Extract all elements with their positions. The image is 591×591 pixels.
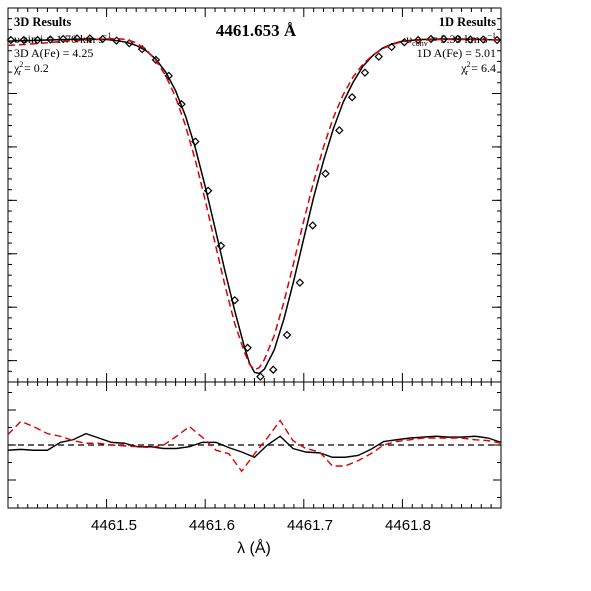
axis-ticks xyxy=(8,7,501,508)
annotation-1d-heading: 1D Results xyxy=(439,15,496,29)
observed-data-point xyxy=(268,365,278,374)
main-plot-frame xyxy=(7,7,502,383)
observed-data-point xyxy=(282,330,292,340)
fit-3d-line xyxy=(7,38,502,375)
chart-title: 4461.653 Å xyxy=(216,21,297,40)
observed-data-point xyxy=(374,52,383,61)
x-tick-label: 4461.6 xyxy=(189,517,235,534)
annotation-1d-results: 1D Results υconv = 5.39 km s−1 1D A(Fe) … xyxy=(406,15,496,77)
residual-3d-line xyxy=(7,432,502,459)
observed-data-point xyxy=(321,169,330,178)
annotation-3d-vsini: υ sin i = 1.70 km s−1 xyxy=(14,31,112,46)
observed-data-point xyxy=(256,372,265,381)
x-axis-label: λ (Å) xyxy=(237,538,271,557)
annotation-1d-chisq: χ2 r = 6.4 xyxy=(460,60,496,77)
observed-data-point xyxy=(335,126,344,135)
x-tick-label: 4461.7 xyxy=(287,517,333,534)
annotation-1d-abundance: 1D A(Fe) = 5.01 xyxy=(417,46,496,60)
x-tick-label: 4461.5 xyxy=(91,517,137,534)
observed-data-point xyxy=(360,68,370,77)
observed-data-point xyxy=(347,92,357,102)
observed-data-point xyxy=(295,278,305,287)
residual-1d-line xyxy=(7,419,502,473)
x-tick-label: 4461.8 xyxy=(385,517,431,534)
annotation-3d-chisq: χ2 r = 0.2 xyxy=(13,60,49,77)
main-panel-series xyxy=(6,34,502,381)
annotation-1d-vconv: υconv = 5.39 km s−1 xyxy=(406,31,496,48)
annotation-3d-heading: 3D Results xyxy=(14,15,71,29)
annotation-3d-results: 3D Results υ sin i = 1.70 km s−1 3D A(Fe… xyxy=(13,15,112,77)
fit-1d-line xyxy=(7,37,502,371)
annotation-3d-abundance: 3D A(Fe) = 4.25 xyxy=(14,46,93,60)
residual-panel-series xyxy=(7,419,502,473)
observed-data-point xyxy=(308,221,317,230)
